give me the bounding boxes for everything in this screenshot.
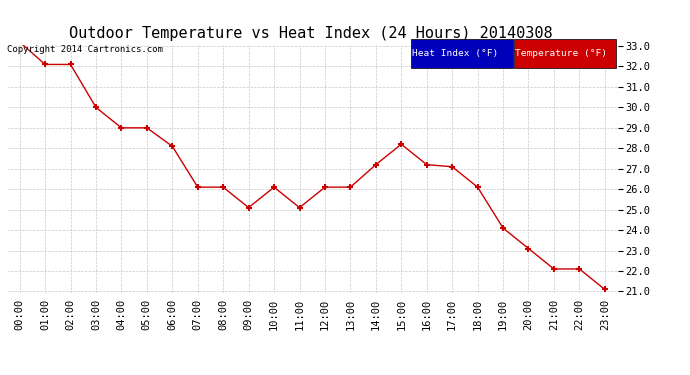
Text: Heat Index (°F): Heat Index (°F) bbox=[412, 49, 498, 58]
Text: Outdoor Temperature vs Heat Index (24 Hours) 20140308: Outdoor Temperature vs Heat Index (24 Ho… bbox=[69, 26, 552, 41]
Text: Copyright 2014 Cartronics.com: Copyright 2014 Cartronics.com bbox=[7, 45, 163, 54]
Text: Temperature (°F): Temperature (°F) bbox=[515, 49, 607, 58]
